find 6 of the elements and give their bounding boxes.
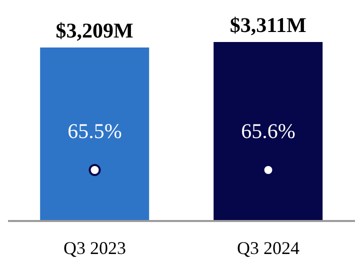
x-tick-label: Q3 2024 (237, 238, 300, 258)
annotation: 65.5% (68, 119, 122, 143)
x-tick-label: Q3 2023 (64, 238, 126, 258)
data-label: $3,311M (230, 13, 306, 37)
data-label: $3,209M (56, 18, 134, 43)
annotation: 65.6% (241, 119, 296, 143)
